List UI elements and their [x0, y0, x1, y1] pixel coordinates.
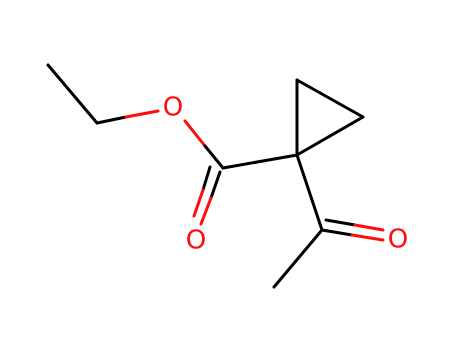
atom-label: O [186, 226, 206, 256]
bonds [46, 63, 385, 289]
atom-label: O [163, 93, 183, 123]
atom-label: O [388, 225, 408, 255]
